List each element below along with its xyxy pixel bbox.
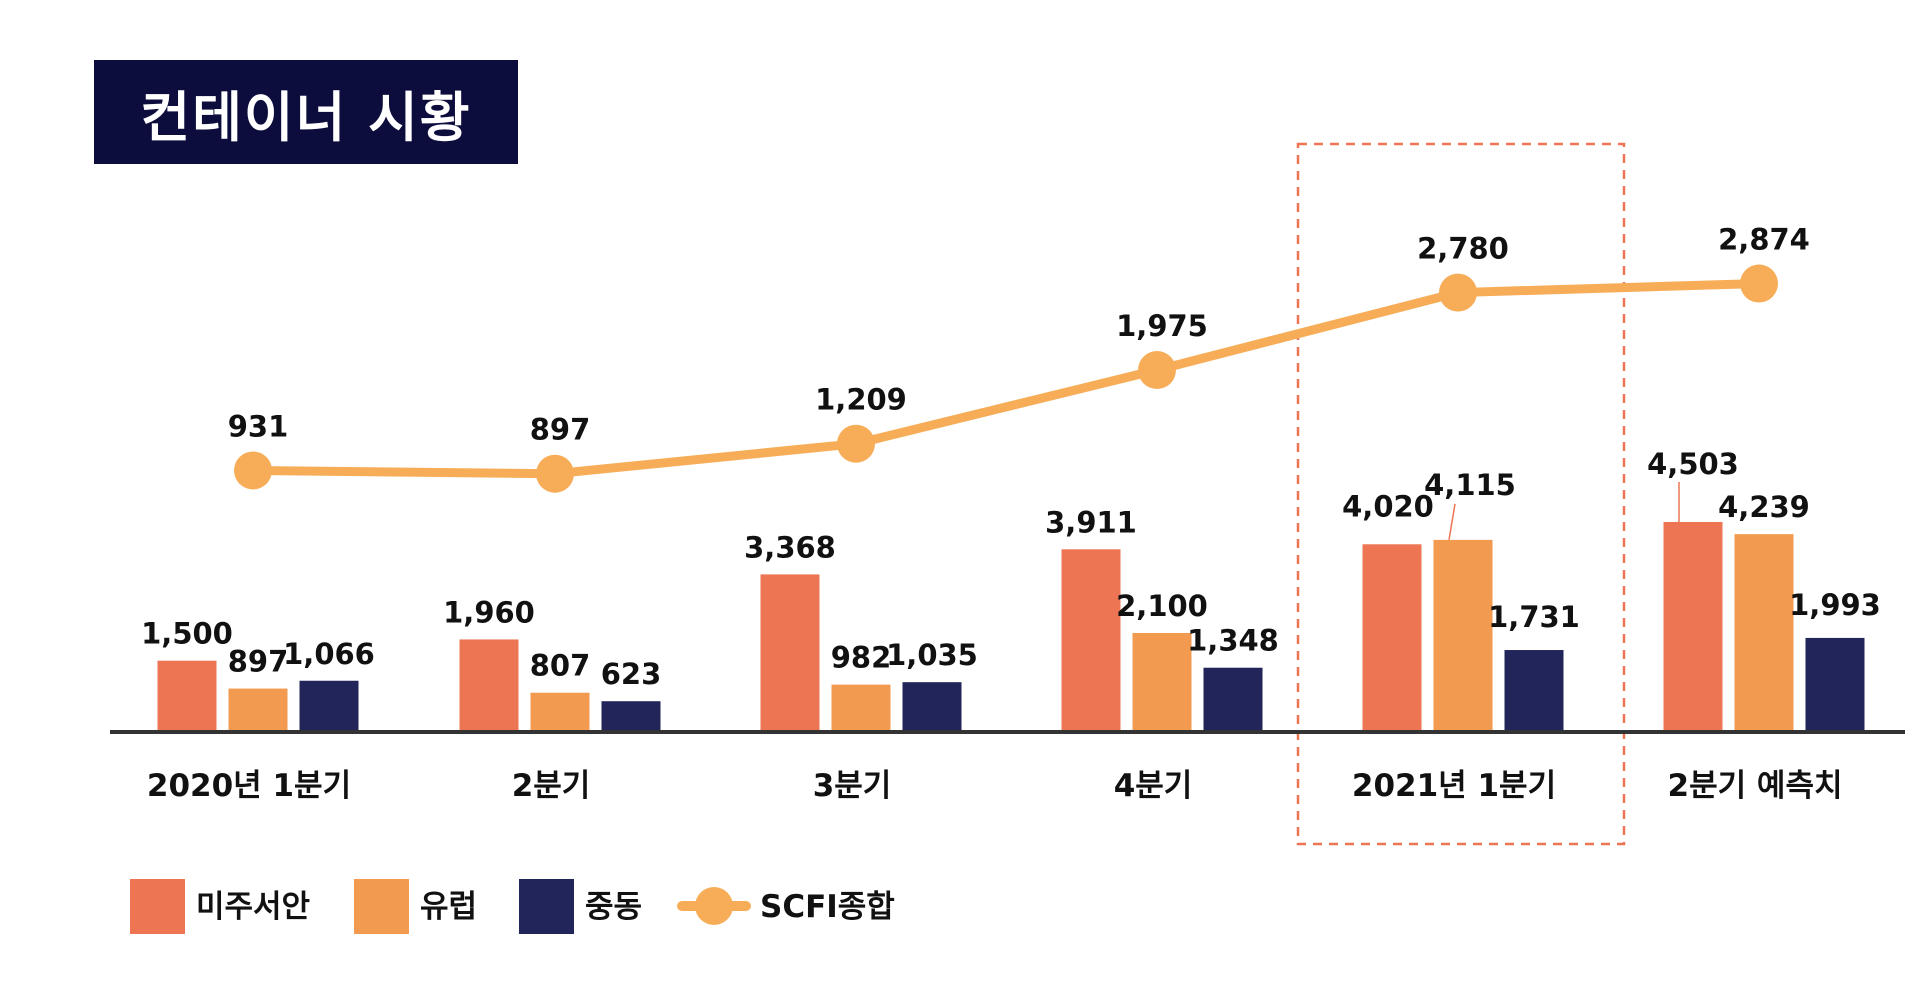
category-label-5: 2분기 예측치 [1668,768,1843,804]
bar-label-2-1: 623 [601,657,662,691]
bar-1-3 [1132,632,1192,730]
bar-1-0 [228,688,288,730]
bar-label-0-4: 4,020 [1342,489,1434,523]
scfi-label-3: 1,975 [1116,309,1208,343]
highlight-layer [1296,142,1626,846]
labels-layer: 1,500 1,960 3,368 3,911 4,020 4,503 897 807 982 2… [141,223,1881,692]
bar-2-1 [601,701,661,730]
bar-label-2-2: 1,035 [886,638,978,672]
bar-2-2 [902,682,962,730]
legend-label-1: 유럽 [420,889,477,925]
bar-0-4 [1362,544,1422,730]
bar-0-2 [760,574,820,730]
category-label-1: 2분기 [512,768,591,804]
bar-label-1-1: 807 [530,649,591,683]
scfi-point-2 [837,424,875,463]
scfi-label-5: 2,874 [1718,223,1810,257]
chart-title: 컨테이너 시황 [140,85,472,149]
bar-label-1-2: 982 [831,641,892,675]
bar-label-0-3: 3,911 [1045,505,1137,539]
bar-1-1 [530,692,590,730]
bar-label-2-3: 1,348 [1187,624,1279,658]
bar-1-4 [1433,539,1493,730]
bar-2-5 [1805,637,1865,730]
legend-label-2: 중동 [585,889,642,925]
scfi-point-0 [234,451,272,490]
bar-label-0-5: 4,503 [1647,447,1739,481]
category-label-3: 4분기 [1114,768,1193,804]
chart-title-box: 컨테이너 시황 [94,60,518,164]
bar-label-0-0: 1,500 [141,617,233,651]
legend-layer: 미주서안 유럽 중동 SCFI종합 [130,879,895,934]
scfi-point-4 [1439,273,1477,312]
line-layer [234,264,1778,493]
bar-2-0 [299,680,359,730]
legend-swatch-marker-3 [695,887,733,925]
leader-line-europe-2021q1 [1448,503,1456,541]
legend-swatch-2 [519,879,574,934]
bar-label-0-1: 1,960 [443,595,535,629]
bar-label-0-2: 3,368 [744,530,836,564]
bar-0-1 [459,639,519,730]
bar-2-3 [1203,667,1263,730]
scfi-line [248,279,1764,479]
bar-label-2-4: 1,731 [1488,600,1580,634]
scfi-label-4: 2,780 [1417,232,1509,266]
bar-label-1-0: 897 [228,645,289,679]
bar-label-1-4: 4,115 [1424,468,1516,502]
legend-swatch-0 [130,879,185,934]
category-labels-layer: 2020년 1분기 2분기 3분기 4분기 2021년 1분기 2분기 예측치 [147,768,1843,804]
bar-1-5 [1734,534,1794,730]
legend-label-3: SCFI종합 [760,889,895,925]
scfi-point-5 [1740,264,1778,303]
bar-0-5 [1663,521,1723,730]
legend-label-0: 미주서안 [196,889,310,925]
bar-label-2-0: 1,066 [283,637,375,671]
bar-label-1-3: 2,100 [1116,589,1208,623]
bar-0-3 [1061,549,1121,730]
legend-swatch-1 [354,879,409,934]
category-label-0: 2020년 1분기 [147,768,351,804]
bar-label-2-5: 1,993 [1789,588,1881,622]
category-label-4: 2021년 1분기 [1352,768,1556,804]
scfi-label-1: 897 [530,413,591,447]
category-label-2: 3분기 [813,768,892,804]
bar-label-1-5: 4,239 [1718,490,1810,524]
bars-layer [157,521,1865,730]
scfi-label-2: 1,209 [815,383,907,417]
scfi-point-3 [1138,351,1176,390]
bar-2-4 [1504,650,1564,730]
highlight-box [1296,142,1626,846]
scfi-point-1 [536,454,574,493]
bar-1-2 [831,684,891,730]
scfi-label-0: 931 [228,409,289,443]
bar-0-0 [157,660,217,730]
